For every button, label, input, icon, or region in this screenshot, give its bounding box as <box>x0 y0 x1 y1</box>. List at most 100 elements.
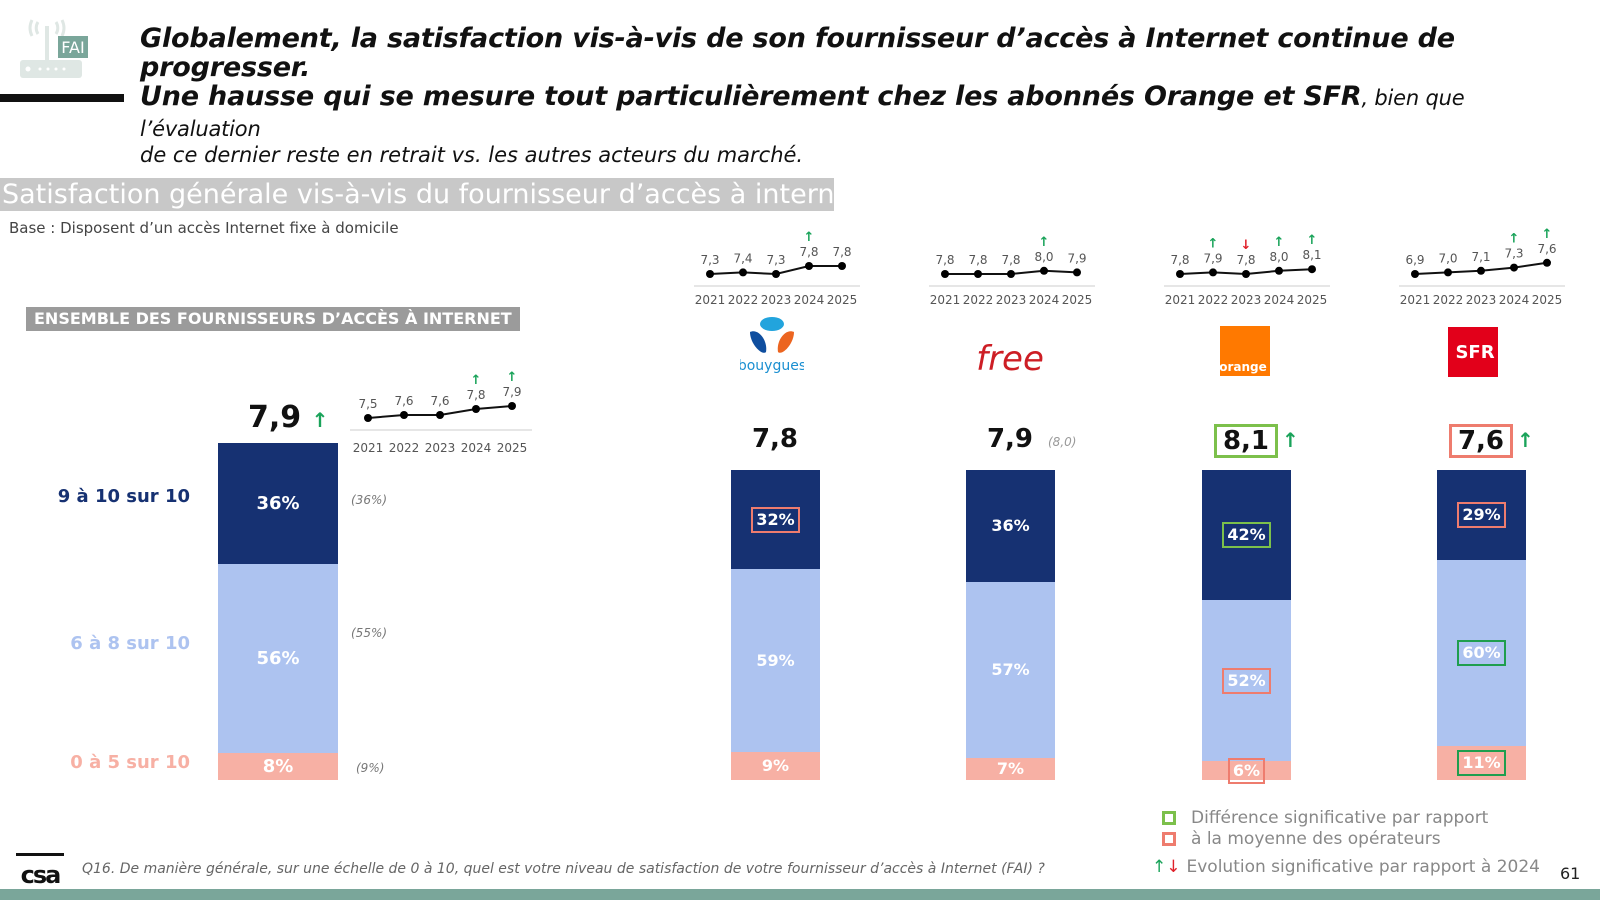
sfr-trend-value-label: 7,6 <box>1537 242 1556 256</box>
bar-value-label: 36% <box>991 515 1030 535</box>
headline: Globalement, la satisfaction vis-à-vis d… <box>140 24 1580 166</box>
orange-trend-value-label: 7,8 <box>1170 253 1189 267</box>
sfr-trend-point <box>1444 268 1452 277</box>
bar-segment-mid: 56% <box>218 564 338 754</box>
red-box-icon <box>1162 831 1176 846</box>
bouygues-trend-value-label: 7,3 <box>700 253 719 267</box>
score-value: 7,8 <box>751 424 799 454</box>
ensemble-score-up-arrow-icon: ↑ <box>311 408 329 432</box>
bar-value-label: 59% <box>756 650 795 670</box>
orange-logo: orange <box>1220 326 1270 376</box>
bar-bouygues: 32% 59% 9% <box>731 470 820 780</box>
bar-value-label: 60% <box>1457 639 1506 666</box>
orange-trend-year-label: 2023 <box>1231 293 1262 307</box>
bouygues-trend-year-label: 2023 <box>761 293 792 307</box>
bar-value-label: 11% <box>1457 749 1506 776</box>
orange-logo-text: orange <box>1220 360 1267 374</box>
sfr-trend-up-arrow-icon: ↑ <box>1509 232 1520 247</box>
free-trend-up-arrow-icon: ↑ <box>1039 235 1050 250</box>
orange-trend-year-label: 2025 <box>1297 293 1328 307</box>
orange-trend-year-label: 2022 <box>1198 293 1229 307</box>
footer-question: Q16. De manière générale, sur une échell… <box>82 861 1045 877</box>
ensemble-trend-point <box>400 411 408 419</box>
score-value: 7,6 <box>1448 424 1514 458</box>
bar-segment-low: 9% <box>731 752 820 780</box>
bar-value-label: 29% <box>1457 501 1506 528</box>
section-title: Satisfaction générale vis-à-vis du fourn… <box>0 178 862 211</box>
headline-line-2: Une hausse qui se mesure tout particuliè… <box>140 82 1580 144</box>
legend-row-avg: à la moyenne des opérateurs <box>1162 828 1488 849</box>
bouygues-trend-value-label: 7,8 <box>799 245 818 259</box>
headline-line-3: de ce dernier reste en retrait vs. les a… <box>140 143 804 167</box>
orange-trend-point <box>1209 268 1217 277</box>
ensemble-score: 7,9 ↑ <box>248 400 328 435</box>
headline-line-2-bold: Une hausse qui se mesure tout particuliè… <box>140 81 1362 112</box>
ensemble-trend-point <box>436 411 444 419</box>
bar-segment-mid: 59% <box>731 569 820 753</box>
legend-line-1: Différence significative par rapport <box>1191 807 1489 828</box>
bar-value-label: 56% <box>256 647 300 669</box>
orange-trend-year-label: 2021 <box>1165 293 1196 307</box>
headline-line-1: Globalement, la satisfaction vis-à-vis d… <box>140 23 1455 83</box>
free-trend-year-label: 2023 <box>996 293 1027 307</box>
orange-trend-value-label: 7,8 <box>1236 253 1255 267</box>
ensemble-trend-value-label: 7,9 <box>502 385 521 399</box>
bouygues-trend-value-label: 7,3 <box>766 253 785 267</box>
free-trend-value-label: 7,8 <box>1001 253 1020 267</box>
bouygues-trend-point <box>805 262 813 270</box>
bar-segment-mid: 60% <box>1437 559 1526 746</box>
score-free: 7,9 <box>970 424 1050 454</box>
ensemble-trend-year-label: 2024 <box>461 441 492 455</box>
free-trend-point <box>941 270 949 278</box>
bar-value-label: 32% <box>751 506 800 533</box>
ensemble-trend-point <box>508 402 516 410</box>
router-wifi-icon: FAI <box>20 19 88 78</box>
bar-value-label: 9% <box>761 756 790 776</box>
bar-sfr: 29% 60% 11% <box>1437 470 1526 780</box>
free-trend-value-label: 8,0 <box>1034 250 1053 264</box>
score-bouygues: 7,8 <box>735 424 815 454</box>
orange-trend-value-label: 8,1 <box>1302 248 1321 262</box>
sfr-trend-point <box>1477 266 1485 275</box>
bouygues-trend-year-label: 2025 <box>827 293 858 307</box>
ensemble-trend-up-arrow-icon: ↑ <box>471 373 482 388</box>
sfr-trend-value-label: 7,3 <box>1504 247 1523 261</box>
free-logo-text: free <box>976 340 1044 379</box>
orange-trend-down-arrow-icon: ↓ <box>1241 238 1252 253</box>
ensemble-prev-low: (9%) <box>356 761 385 775</box>
free-logo: free <box>976 340 1044 379</box>
sfr-trend-point <box>1543 258 1551 267</box>
legend-evolution: ↑ ↓ Evolution significative par rapport à … <box>1152 857 1540 877</box>
sfr-trend-year-label: 2021 <box>1400 293 1431 307</box>
orange-trend-year-label: 2024 <box>1264 293 1295 307</box>
legend-row-diff: Différence significative par rapport <box>1162 807 1488 828</box>
orange-trend-point <box>1242 270 1250 278</box>
legend: Différence significative par rapport à l… <box>1162 807 1488 849</box>
orange-trend-point <box>1275 266 1283 275</box>
free-trend-point <box>1007 270 1015 278</box>
orange-trend-value-label: 8,0 <box>1269 250 1288 264</box>
bar-segment-low: 8% <box>218 753 338 780</box>
bar-segment-low: 6% <box>1202 757 1291 784</box>
ensemble-label: ENSEMBLE DES FOURNISSEURS D’ACCÈS À INTE… <box>26 307 520 331</box>
ensemble-trend-point <box>472 405 480 413</box>
free-trend-value-label: 7,8 <box>935 253 954 267</box>
bar-free: 36% 57% 7% <box>966 470 1055 780</box>
up-arrow-icon: ↑ <box>1152 857 1167 877</box>
headline-line-2-normal: , bien que l’évaluation <box>140 86 1465 141</box>
ensemble-trend-value-label: 7,6 <box>430 394 449 408</box>
ensemble-trend-point <box>364 414 372 422</box>
bouygues-trend-point <box>772 270 780 278</box>
legend-evolution-text: Evolution significative par rapport à 20… <box>1186 857 1540 877</box>
orange-trend-point <box>1308 265 1316 274</box>
free-trend-point <box>1040 266 1048 275</box>
free-trend-value-label: 7,8 <box>968 253 987 267</box>
score-value: 8,1 <box>1213 424 1279 458</box>
bar-segment-top: 29% <box>1437 470 1526 560</box>
bar-value-label: 7% <box>996 759 1025 779</box>
base-text: Base : Disposent d’un accès Internet fix… <box>9 219 399 237</box>
ensemble-trend-value-label: 7,8 <box>466 388 485 402</box>
sfr-trend-year-label: 2025 <box>1532 293 1563 307</box>
bar-value-label: 6% <box>1227 757 1266 784</box>
